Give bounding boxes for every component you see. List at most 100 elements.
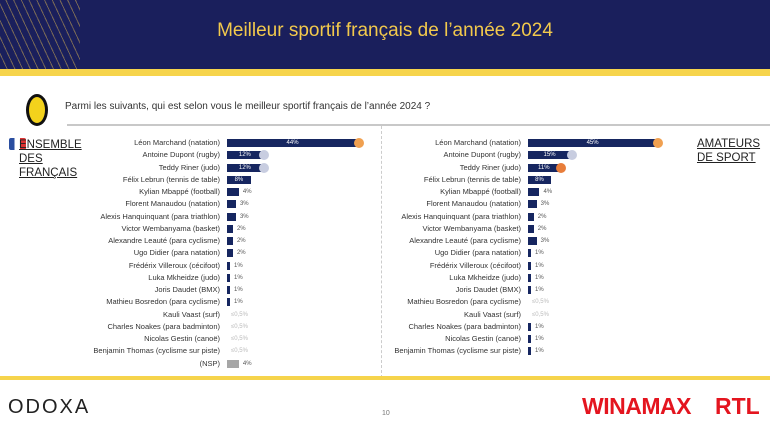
category-row: Victor Wembanyama (basket) bbox=[0, 223, 521, 235]
bar bbox=[528, 286, 531, 294]
category-row: Teddy Riner (judo) bbox=[0, 162, 220, 174]
data-label: ≤0,5% bbox=[532, 311, 549, 318]
category-label: Alexandre Leauté (para cyclisme) bbox=[409, 236, 521, 245]
category-row: Alexis Hanquinquant (para triathlon) bbox=[0, 211, 521, 223]
bar bbox=[528, 151, 572, 160]
category-row: Léon Marchand (natation) bbox=[0, 137, 220, 149]
category-row: Teddy Riner (judo) bbox=[0, 162, 521, 174]
data-label: 3% bbox=[239, 201, 249, 208]
category-row: Antoine Dupont (rugby) bbox=[0, 149, 220, 161]
data-label: 2% bbox=[236, 225, 246, 232]
data-label: 11% bbox=[537, 164, 550, 171]
silver-medal-icon bbox=[567, 150, 578, 161]
category-label: Kauli Vaast (surf) bbox=[464, 309, 521, 319]
data-label: 2% bbox=[236, 250, 246, 257]
category-label: Félix Lebrun (tennis de table) bbox=[423, 174, 521, 184]
category-label: Benjamin Thomas (cyclisme sur piste) bbox=[394, 346, 521, 356]
category-label: Léon Marchand (natation) bbox=[435, 138, 521, 147]
data-label: 1% bbox=[535, 348, 544, 355]
category-row: Kauli Vaast (surf) bbox=[0, 309, 521, 321]
header-banner: Meilleur sportif français de l’année 202… bbox=[0, 0, 770, 69]
category-row: Ugo Didier (para natation) bbox=[0, 247, 220, 259]
category-row: Alexandre Leauté (para cyclisme) bbox=[0, 235, 220, 247]
bar bbox=[227, 359, 239, 368]
category-label: Alexis Hanquinquant (para triathlon) bbox=[401, 211, 521, 221]
data-label: 8% bbox=[535, 176, 544, 183]
data-label: 1% bbox=[535, 262, 544, 269]
data-label: 2% bbox=[537, 213, 547, 220]
data-label: ≤0,5% bbox=[231, 348, 248, 355]
bar bbox=[528, 347, 531, 356]
bar bbox=[227, 188, 239, 196]
category-row: Florent Manaudou (natation) bbox=[0, 198, 521, 210]
bar bbox=[227, 249, 233, 258]
category-label: Mathieu Bosredon (para cyclisme) bbox=[106, 297, 220, 307]
data-label: 1% bbox=[535, 274, 544, 281]
gold-medal-icon bbox=[653, 138, 664, 148]
category-row: Nicolas Gestin (canoë) bbox=[0, 333, 220, 345]
gold-medal-icon bbox=[354, 138, 365, 148]
category-label: Joris Daudet (BMX) bbox=[455, 285, 521, 294]
panel-title-ensemble: ENSEMBLE DES FRANÇAIS bbox=[19, 139, 82, 179]
data-label: 3% bbox=[540, 238, 550, 244]
category-label: Luka Mkheidze (judo) bbox=[449, 272, 521, 282]
bar bbox=[227, 175, 251, 184]
header-stripe bbox=[0, 69, 770, 76]
data-label: 1% bbox=[535, 323, 544, 330]
category-row: Joris Daudet (BMX) bbox=[0, 284, 521, 296]
bar bbox=[227, 163, 263, 172]
bar bbox=[227, 151, 263, 160]
bar bbox=[528, 212, 534, 221]
category-label: Joris Daudet (BMX) bbox=[154, 285, 220, 294]
category-label: Félix Lebrun (tennis de table) bbox=[122, 174, 220, 184]
category-label: Ugo Didier (para natation) bbox=[434, 248, 521, 258]
category-label: Charles Noakes (para badminton) bbox=[107, 321, 220, 331]
category-label: Teddy Riner (judo) bbox=[158, 162, 220, 172]
bar bbox=[528, 139, 658, 147]
category-row: Victor Wembanyama (basket) bbox=[0, 223, 220, 235]
data-label: 3% bbox=[540, 201, 550, 208]
category-label: Nicolas Gestin (canoë) bbox=[445, 334, 521, 343]
page-number: 10 bbox=[382, 410, 390, 417]
category-row: Nicolas Gestin (canoë) bbox=[0, 333, 521, 345]
data-label: 44% bbox=[286, 140, 299, 146]
category-row: Florent Manaudou (natation) bbox=[0, 198, 220, 210]
category-label: Teddy Riner (judo) bbox=[459, 162, 521, 172]
category-row: Benjamin Thomas (cyclisme sur piste) bbox=[0, 345, 521, 357]
category-row: Ugo Didier (para natation) bbox=[0, 247, 521, 259]
bar bbox=[227, 237, 233, 245]
category-label: Alexis Hanquinquant (para triathlon) bbox=[100, 211, 220, 221]
category-row: Léon Marchand (natation) bbox=[0, 137, 521, 149]
category-label: Kylian Mbappé (football) bbox=[139, 187, 220, 196]
data-label: ≤0,5% bbox=[532, 299, 549, 306]
panel-title-amateurs: AMATEURS DE SPORT bbox=[697, 138, 761, 164]
footer-stripe bbox=[0, 376, 770, 380]
winamax-logo: WINAMAX bbox=[582, 393, 691, 419]
data-label: 12% bbox=[238, 152, 251, 159]
category-row: Mathieu Bosredon (para cyclisme) bbox=[0, 296, 220, 308]
france-flag-icon bbox=[9, 138, 26, 150]
data-label: ≤0,5% bbox=[231, 323, 248, 330]
odoxa-logo: ODOXA bbox=[8, 396, 91, 418]
category-label: Mathieu Bosredon (para cyclisme) bbox=[407, 297, 521, 307]
bar bbox=[227, 139, 359, 147]
category-label: Frédérix Villeroux (cécifoot) bbox=[128, 260, 220, 270]
data-label: 4% bbox=[242, 360, 252, 367]
data-label: 1% bbox=[234, 262, 243, 269]
category-row: Félix Lebrun (tennis de table) bbox=[0, 174, 521, 186]
bar bbox=[227, 273, 230, 282]
data-label: 2% bbox=[537, 225, 547, 232]
bar bbox=[227, 261, 230, 270]
data-label: ≤0,5% bbox=[231, 336, 248, 342]
category-label: Victor Wembanyama (basket) bbox=[121, 223, 220, 233]
bar bbox=[227, 212, 236, 221]
category-label: Kylian Mbappé (football) bbox=[440, 187, 521, 196]
category-row: Kylian Mbappé (football) bbox=[0, 186, 220, 198]
category-label: Kauli Vaast (surf) bbox=[163, 309, 220, 319]
category-row: Charles Noakes (para badminton) bbox=[0, 321, 220, 333]
category-row: Kylian Mbappé (football) bbox=[0, 186, 521, 198]
category-row: Joris Daudet (BMX) bbox=[0, 284, 220, 296]
bar bbox=[528, 322, 531, 331]
category-row: Frédérix Villeroux (cécifoot) bbox=[0, 260, 521, 272]
category-row: Alexis Hanquinquant (para triathlon) bbox=[0, 211, 220, 223]
